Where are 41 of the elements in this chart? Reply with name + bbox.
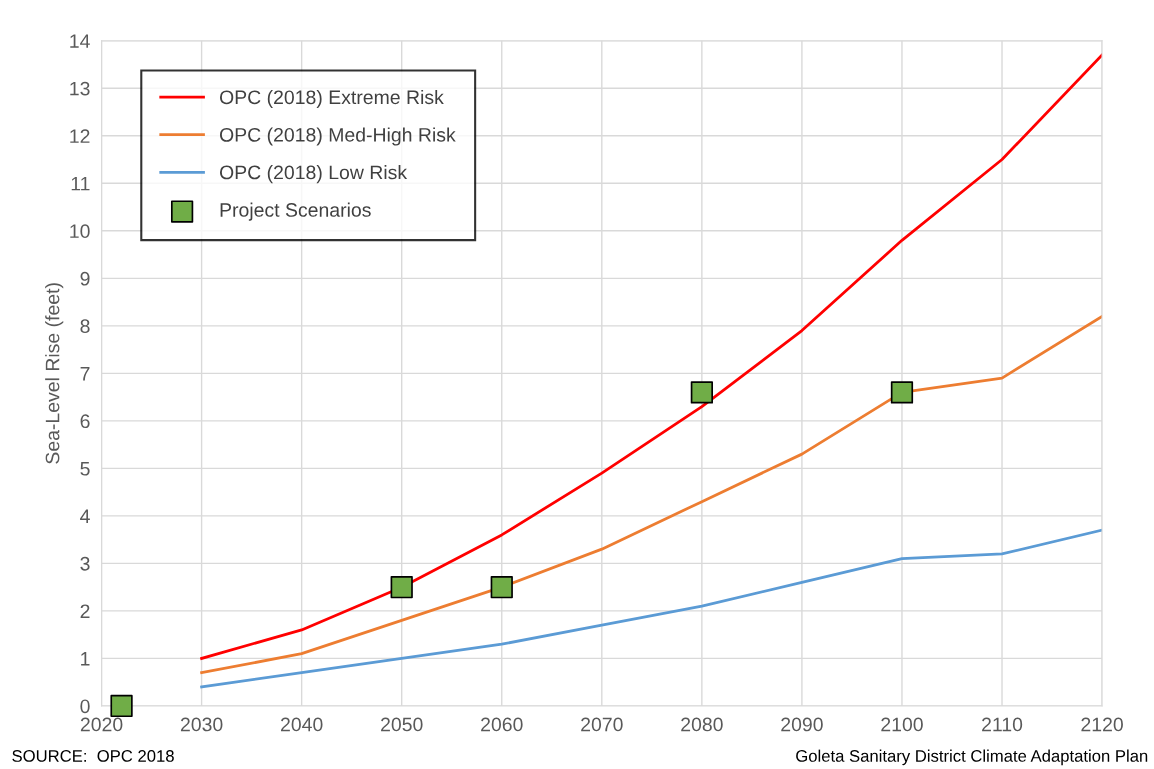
legend-label: OPC (2018) Med-High Risk [219, 127, 456, 146]
y-tick-label: 12 [70, 129, 90, 143]
source-note: SOURCE: OPC 2018 [12, 750, 174, 762]
y-tick-label: 8 [80, 319, 90, 334]
y-tick-label: 7 [80, 367, 90, 381]
x-tick-label: 2040 [281, 717, 323, 732]
y-tick-label: 0 [80, 699, 90, 714]
text: Goleta Sanitary District Climate Adaptation Plan [796, 749, 1148, 766]
legend-label: Project Scenarios [220, 202, 371, 221]
y-tick-label: 10 [70, 224, 90, 239]
x-tick-label: 2110 [982, 717, 1023, 732]
x-tick-label: 2020 [80, 717, 123, 732]
x-tick-label: 2030 [180, 717, 223, 732]
y-tick-label: 2 [80, 604, 90, 618]
point [110, 694, 133, 718]
y-tick-label: 14 [70, 34, 90, 48]
x-tick-label: 2120 [1081, 717, 1123, 732]
point [890, 381, 914, 404]
x-tick-label: 2060 [481, 717, 523, 732]
legend-label: OPC (2018) Low Risk [219, 165, 408, 184]
y-tick-label: 6 [80, 414, 90, 429]
x-tick-label: 2100 [881, 717, 923, 732]
line-series [200, 528, 1103, 689]
y-tick-label: 13 [70, 81, 90, 96]
x-tick-label: 2080 [681, 717, 723, 732]
x-tick-label: 2070 [581, 717, 623, 732]
y-tick-label: 9 [80, 271, 90, 286]
y-tick-label: 5 [80, 462, 90, 476]
line-series [200, 53, 1103, 660]
point [690, 381, 713, 404]
y-tick-label: 1 [81, 652, 90, 666]
y-tick-label: 11 [71, 176, 90, 191]
legend-label: OPC (2018) Extreme Risk [219, 89, 444, 108]
point [490, 576, 513, 599]
point [390, 576, 413, 599]
y-axis-title: Sea-Level Rise (feet) [45, 283, 64, 464]
x-tick-label: 2090 [781, 717, 823, 732]
line-series [200, 314, 1103, 675]
y-tick-label: 4 [80, 509, 90, 523]
x-tick-label: 2050 [381, 717, 423, 732]
y-tick-label: 3 [80, 556, 90, 571]
